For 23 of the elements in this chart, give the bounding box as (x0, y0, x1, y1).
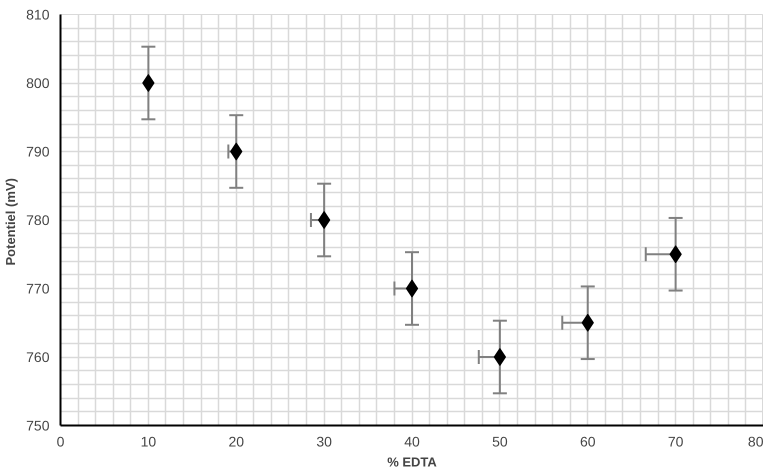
point (669, 245, 682, 264)
y-tick-label: 770 (26, 280, 50, 296)
point (494, 348, 506, 366)
x-tick-label: 80 (748, 434, 763, 450)
x-tick-label: 0 (56, 434, 65, 450)
y-tick-label: 790 (26, 144, 50, 160)
y-tick-label: 810 (26, 6, 50, 22)
y-tick-label: 760 (26, 349, 50, 365)
y-tick-label: 800 (26, 75, 50, 91)
y-tick-label: 750 (26, 418, 50, 434)
point (406, 280, 418, 298)
x-tick-label: 20 (228, 434, 244, 450)
x-tick-label: 30 (316, 434, 332, 450)
x-axis-title: % EDTA (387, 454, 438, 470)
x-tick-label: 50 (492, 434, 508, 450)
y-tick-label: 780 (26, 212, 50, 228)
x-tick-label: 60 (580, 434, 596, 450)
x-tick-label: 70 (668, 434, 684, 450)
point (142, 74, 155, 92)
x-tick-label: 40 (404, 434, 420, 450)
y-axis-title: Potentiel (mV) (3, 178, 18, 266)
x-tick-label: 10 (140, 434, 156, 450)
point (318, 211, 330, 229)
